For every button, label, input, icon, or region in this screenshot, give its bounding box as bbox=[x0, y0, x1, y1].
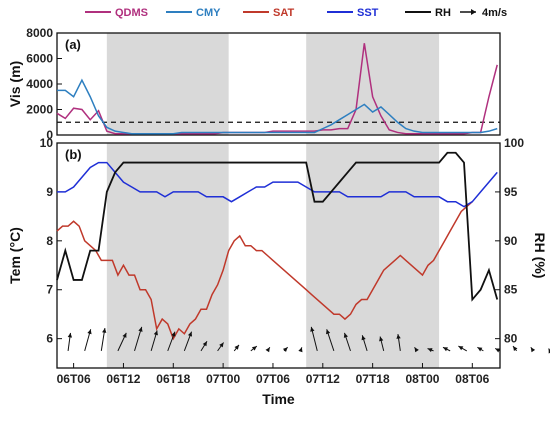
wind-arrow-head bbox=[442, 347, 448, 352]
panel-b-ylabel: Tem (°C) bbox=[7, 227, 23, 284]
panel-b-ytick-label: 7 bbox=[46, 283, 53, 297]
panel-a-shaded-period bbox=[106, 33, 229, 135]
wind-arrow-head bbox=[477, 347, 483, 352]
panel-b-xtick-label: 08T06 bbox=[455, 372, 489, 386]
legend-label-sat: SAT bbox=[273, 7, 294, 19]
wind-arrow-head bbox=[234, 344, 239, 350]
panel-a-ytick-label: 8000 bbox=[26, 26, 53, 40]
legend-arrow-head bbox=[471, 9, 476, 15]
panel-b-ytick-label: 10 bbox=[40, 136, 54, 150]
legend-label-wind: 4m/s bbox=[482, 7, 507, 19]
series-sat bbox=[56, 201, 473, 341]
panel-b-xtick-label: 06T12 bbox=[106, 372, 140, 386]
panel-a-ytick-label: 2000 bbox=[26, 103, 53, 117]
panel-b-xtick-label: 08T00 bbox=[405, 372, 439, 386]
panel-b-label: (b) bbox=[65, 147, 82, 162]
panel-a-shaded-period bbox=[306, 33, 440, 135]
wind-arrow-head bbox=[202, 341, 207, 347]
panel-a: 0 2000 4000 6000 8000 Vis (m) (a) bbox=[7, 26, 501, 142]
wind-arrow-head bbox=[414, 347, 419, 353]
wind-arrow-head bbox=[458, 346, 464, 351]
legend-label-qdms: QDMS bbox=[115, 7, 148, 19]
panel-b-xtick-label: 07T12 bbox=[306, 372, 340, 386]
panel-b-shaded-period bbox=[306, 143, 440, 368]
series-sst bbox=[57, 161, 498, 208]
wind-arrow-head bbox=[326, 329, 331, 335]
wind-arrow-head bbox=[310, 326, 315, 332]
panel-b-xtick-label: 07T00 bbox=[206, 372, 240, 386]
panel-a-ylabel: Vis (m) bbox=[7, 61, 23, 107]
wind-arrow-head bbox=[219, 342, 224, 348]
wind-arrow-head bbox=[265, 347, 270, 353]
panel-a-ytick-label: 6000 bbox=[26, 52, 53, 66]
wind-arrow-head bbox=[153, 330, 158, 336]
panel-b-xtick-label: 07T06 bbox=[256, 372, 290, 386]
legend: QDMS CMY SAT SST RH 4m/s bbox=[85, 7, 507, 19]
wind-arrow-head bbox=[379, 336, 384, 342]
panel-b-xtick-label: 06T18 bbox=[156, 372, 190, 386]
wind-arrow-head bbox=[495, 348, 501, 353]
series-cmy bbox=[57, 78, 498, 135]
wind-arrow-head bbox=[530, 347, 536, 353]
panel-b-y2tick-label: 95 bbox=[504, 185, 518, 199]
wind-arrow-head bbox=[122, 332, 127, 338]
panel-b: 6 7 8 9 10 80 85 90 95 100 06T06 06T12 06T18 07T00 07T… bbox=[7, 136, 550, 407]
wind-arrow-head bbox=[102, 328, 107, 333]
wind-arrow-head bbox=[171, 331, 176, 337]
panel-b-y2tick-label: 80 bbox=[504, 332, 518, 346]
wind-arrow-head bbox=[513, 346, 518, 351]
panel-b-frame bbox=[56, 142, 501, 369]
panel-b-xlabel: Time bbox=[262, 391, 295, 407]
wind-arrow-head bbox=[396, 334, 401, 339]
panel-b-xtick-label: 06T06 bbox=[57, 372, 91, 386]
panel-a-label: (a) bbox=[65, 37, 81, 52]
panel-b-ytick-label: 9 bbox=[46, 185, 53, 199]
panel-a-ytick-label: 4000 bbox=[26, 77, 53, 91]
wind-arrow-head bbox=[361, 335, 366, 341]
wind-arrow-head bbox=[343, 332, 348, 338]
wind-arrow-head bbox=[87, 329, 92, 335]
legend-label-cmy: CMY bbox=[196, 7, 221, 19]
panel-b-y2tick-label: 100 bbox=[504, 136, 524, 150]
legend-label-sst: SST bbox=[357, 7, 379, 19]
legend-label-rh: RH bbox=[435, 7, 451, 19]
wind-arrow-head bbox=[187, 331, 193, 337]
wind-arrow-head bbox=[282, 347, 288, 353]
wind-arrow-head bbox=[298, 347, 303, 353]
panel-b-y2label: RH (%) bbox=[532, 233, 548, 279]
panel-b-y2tick-label: 85 bbox=[504, 283, 518, 297]
wind-arrow-head bbox=[67, 332, 73, 338]
panel-b-ytick-label: 6 bbox=[46, 332, 53, 346]
panel-b-shaded-period bbox=[106, 143, 229, 368]
wind-arrow-head bbox=[251, 346, 257, 351]
series-rh bbox=[56, 151, 499, 302]
panel-b-xtick-label: 07T18 bbox=[356, 372, 390, 386]
panel-a-ytick-label: 0 bbox=[46, 128, 53, 142]
panel-b-y2tick-label: 90 bbox=[504, 234, 518, 248]
wind-arrow-head bbox=[427, 348, 433, 353]
wind-arrow-head bbox=[138, 326, 143, 332]
panel-b-ytick-label: 8 bbox=[46, 234, 53, 248]
